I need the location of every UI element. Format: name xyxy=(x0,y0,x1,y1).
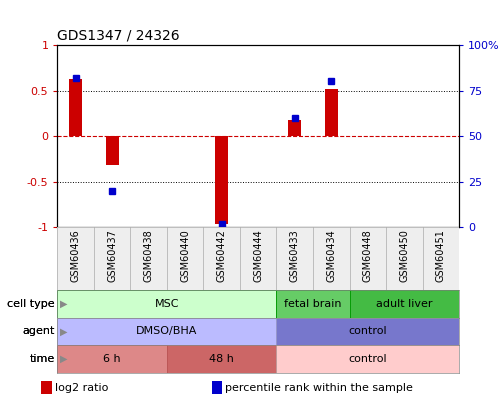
Text: GSM60440: GSM60440 xyxy=(180,229,190,282)
Text: GSM60433: GSM60433 xyxy=(290,229,300,282)
Bar xyxy=(349,290,459,318)
Text: 6 h: 6 h xyxy=(103,354,121,364)
Text: log2 ratio: log2 ratio xyxy=(54,383,108,393)
Text: agent: agent xyxy=(22,326,55,336)
Text: ▶: ▶ xyxy=(60,299,67,309)
Text: control: control xyxy=(348,354,387,364)
Bar xyxy=(106,136,119,165)
Bar xyxy=(41,381,51,394)
Bar xyxy=(325,89,338,136)
Bar xyxy=(57,345,167,373)
Text: fetal brain: fetal brain xyxy=(284,299,342,309)
Bar xyxy=(57,290,276,318)
Text: cell type: cell type xyxy=(7,299,55,309)
Bar xyxy=(288,120,301,136)
Text: agent: agent xyxy=(22,326,55,336)
Text: ▶: ▶ xyxy=(60,326,67,336)
Text: time: time xyxy=(29,354,55,364)
Text: GSM60442: GSM60442 xyxy=(217,229,227,282)
Text: GDS1347 / 24326: GDS1347 / 24326 xyxy=(57,28,180,43)
Text: GSM60437: GSM60437 xyxy=(107,229,117,282)
Bar xyxy=(216,136,228,224)
Text: percentile rank within the sample: percentile rank within the sample xyxy=(225,383,413,393)
Text: GSM60436: GSM60436 xyxy=(71,229,81,282)
Text: MSC: MSC xyxy=(155,299,179,309)
Text: adult liver: adult liver xyxy=(376,299,433,309)
Bar xyxy=(69,79,82,136)
Bar xyxy=(276,318,459,345)
Text: GSM60438: GSM60438 xyxy=(144,229,154,282)
Text: ▶: ▶ xyxy=(60,354,67,364)
Text: 48 h: 48 h xyxy=(209,354,234,364)
Bar xyxy=(57,318,276,345)
Text: GSM60444: GSM60444 xyxy=(253,229,263,282)
Bar xyxy=(276,290,349,318)
Text: GSM60448: GSM60448 xyxy=(363,229,373,282)
Bar xyxy=(212,381,222,394)
Text: control: control xyxy=(348,326,387,336)
Text: GSM60434: GSM60434 xyxy=(326,229,336,282)
Bar xyxy=(167,345,276,373)
Text: time: time xyxy=(29,354,55,364)
Text: DMSO/BHA: DMSO/BHA xyxy=(136,326,198,336)
Text: GSM60451: GSM60451 xyxy=(436,229,446,282)
Text: cell type: cell type xyxy=(7,299,55,309)
Text: GSM60450: GSM60450 xyxy=(399,229,409,282)
Bar xyxy=(276,345,459,373)
